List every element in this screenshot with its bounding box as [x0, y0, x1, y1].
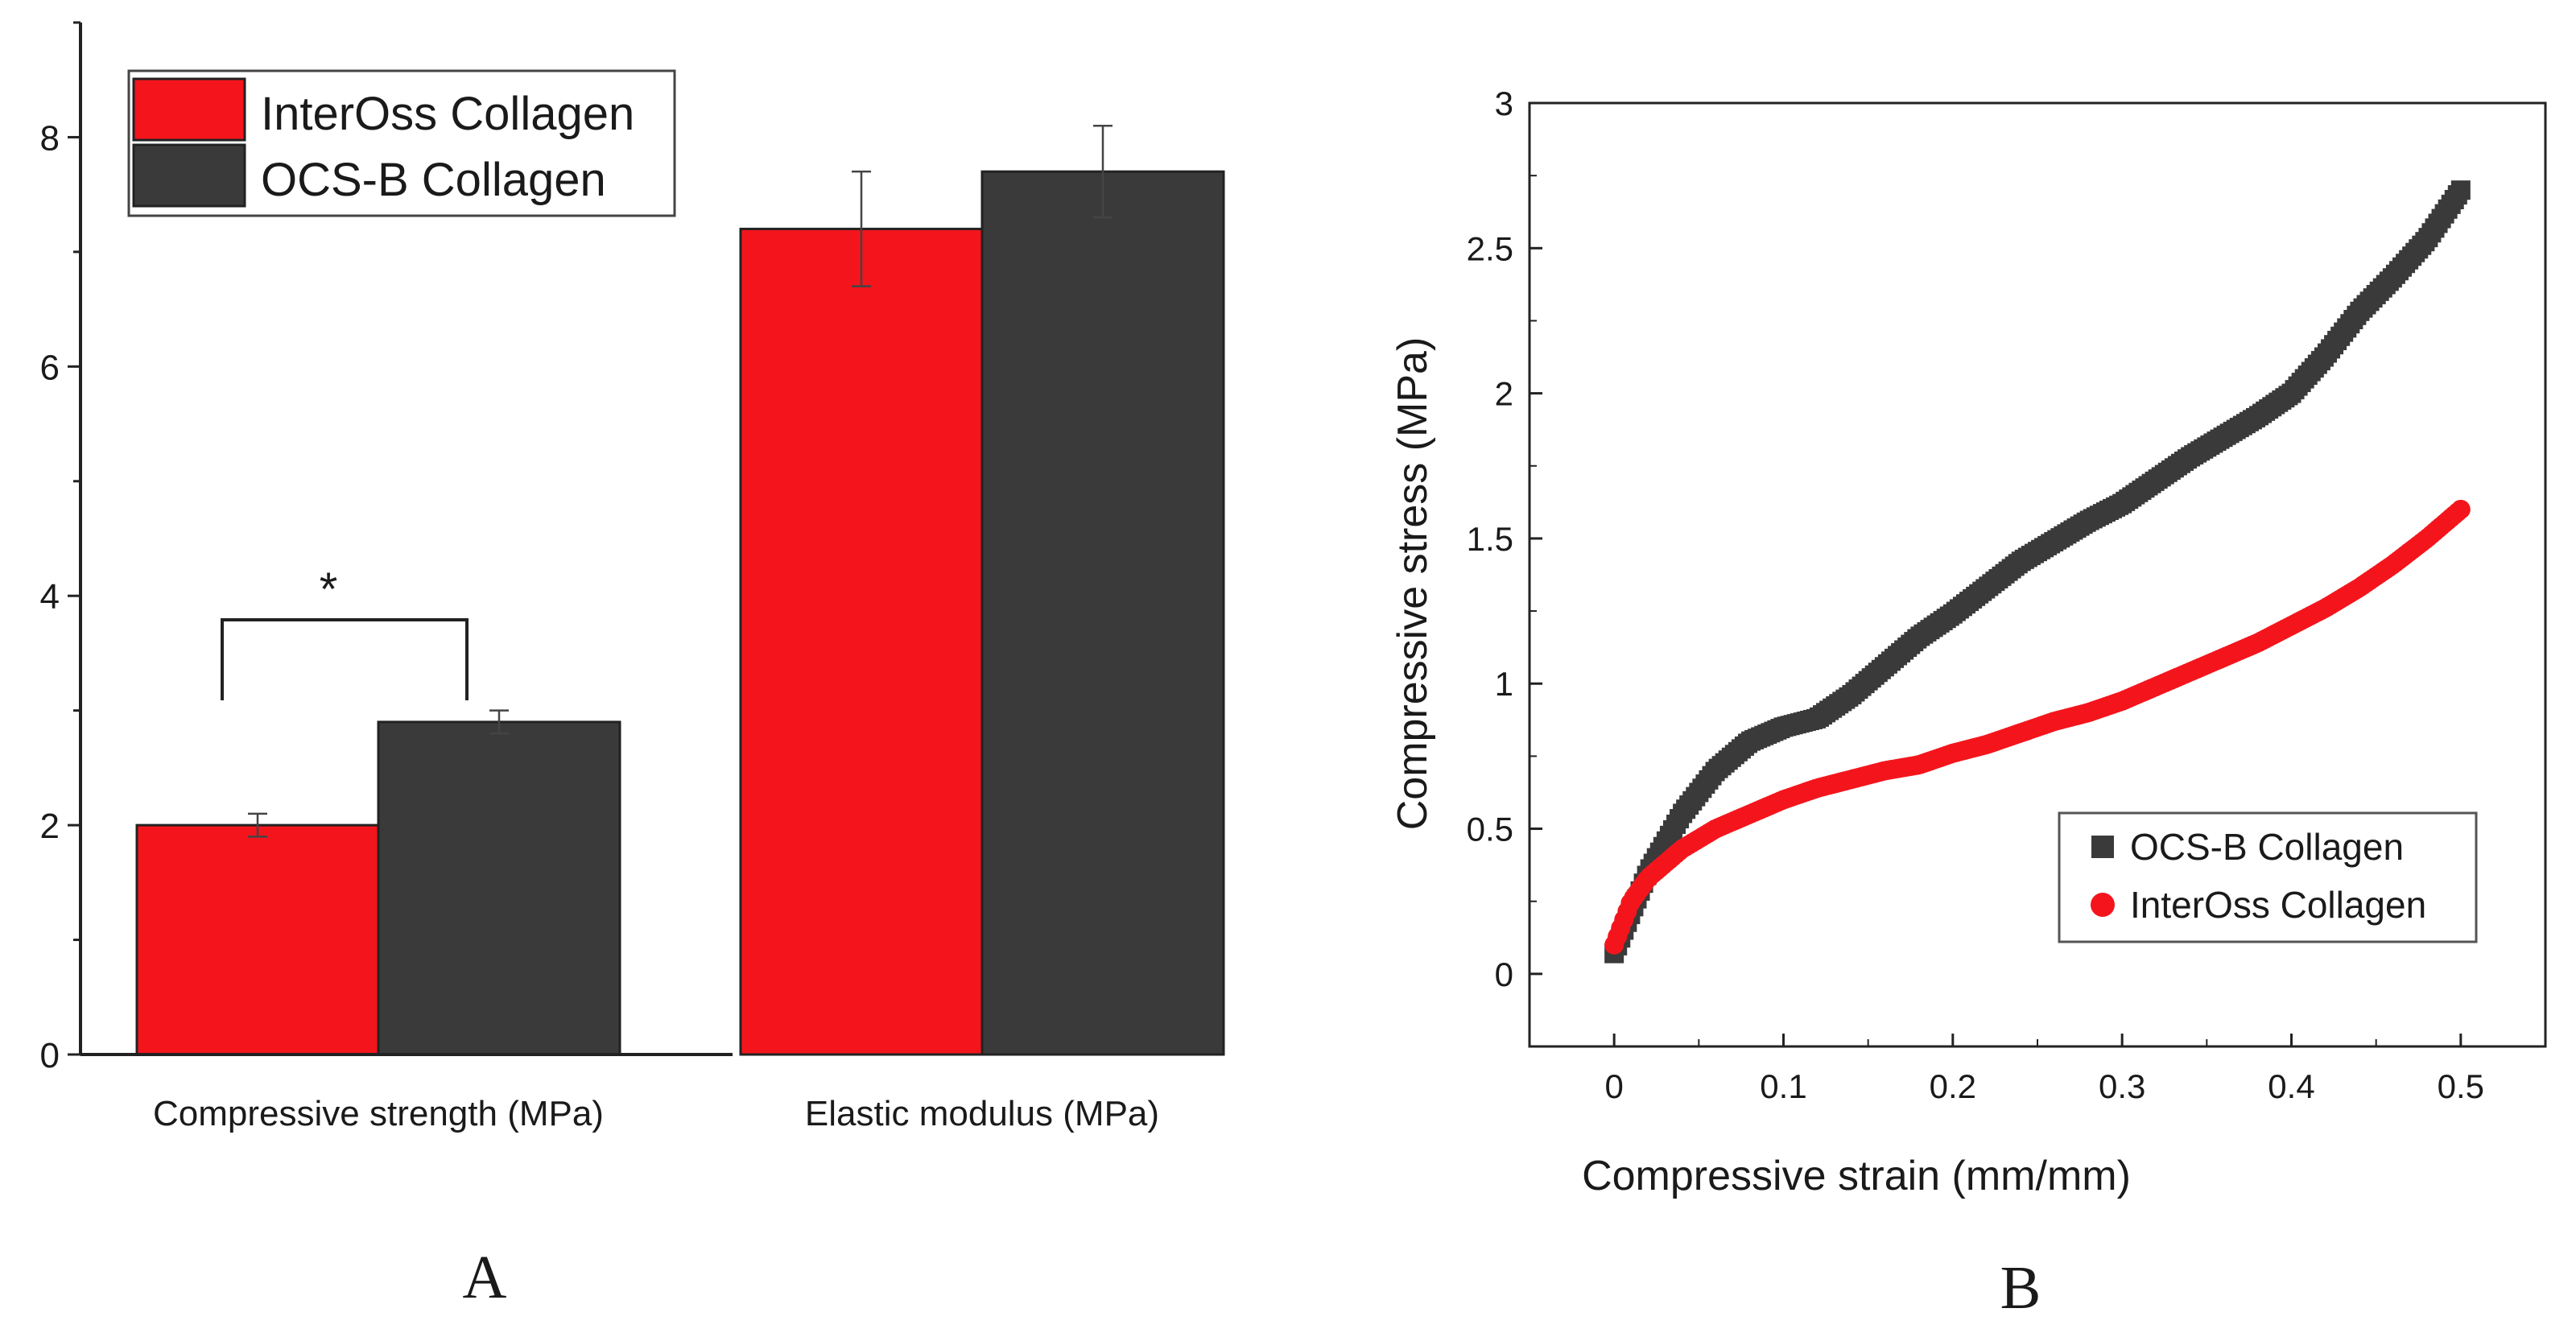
bar-ocsb-0: [377, 720, 621, 1056]
legend-label-inteross: InterOss Collagen: [261, 88, 634, 140]
category-label-0: Compressive strength (MPa): [153, 1094, 604, 1133]
y-tick-label-b-3: 1.5: [1467, 520, 1513, 558]
ocsb-marker: [2450, 180, 2471, 200]
panel-b-ticks: 0 0.1 0.2 0.3 0.4 0.5 0 0.5 1 1.5 2 2.5 3: [1467, 85, 2546, 1105]
legend-swatch-inteross: [132, 77, 246, 142]
panel-a-bars: [135, 170, 1225, 1056]
legend-marker-ocsb: [2091, 836, 2114, 858]
category-label-1: Elastic modulus (MPa): [805, 1094, 1159, 1133]
y-axis-title: Compressive stress (MPa): [1389, 337, 1436, 831]
inteross-marker: [2450, 499, 2471, 519]
panel-a-category-labels: Compressive strength (MPa) Elastic modulu…: [153, 1094, 1159, 1133]
x-tick-label-2: 0.2: [1930, 1067, 1976, 1105]
y-tick-label-6: 6: [40, 348, 60, 387]
y-tick-label-4: 4: [40, 577, 60, 617]
panel-b-stress-strain-chart: 0 0.1 0.2 0.3 0.4 0.5 0 0.5 1 1.5 2 2.5 3 Compressiv…: [1389, 85, 2547, 1322]
y-tick-label-b-4: 2: [1495, 375, 1513, 413]
bar-inteross-0: [135, 823, 380, 1056]
legend-label-ocsb: OCS-B Collagen: [261, 154, 606, 206]
y-tick-label-b-2: 1: [1495, 665, 1513, 703]
y-tick-label-b-6: 3: [1495, 85, 1513, 122]
panel-a-bar-chart: 0 2 4 6 8 Compressive strength (MPa) Elastic …: [40, 21, 1225, 1311]
legend-label-inteross-b: InterOss Collagen: [2130, 884, 2426, 926]
significance-asterisk: *: [320, 563, 338, 616]
panel-a-legend: InterOss Collagen OCS-B Collagen: [127, 69, 676, 217]
x-axis-title: Compressive strain (mm/mm): [1582, 1153, 2131, 1199]
y-tick-label-8: 8: [40, 118, 60, 158]
x-tick-label-3: 0.3: [2099, 1067, 2145, 1105]
legend-box-b: [2058, 811, 2478, 943]
y-tick-label-0: 0: [40, 1036, 60, 1075]
panel-a-error-bars: [248, 124, 1113, 838]
panel-label-a: A: [463, 1244, 507, 1311]
panel-b-legend: OCS-B Collagen InterOss Collagen: [2058, 811, 2478, 943]
panel-a-y-ticks: 0 2 4 6 8: [40, 21, 80, 1075]
y-tick-label-b-0: 0: [1495, 955, 1513, 993]
significance-bracket: [221, 618, 469, 700]
legend-swatch-ocsb: [132, 143, 246, 208]
legend-marker-inteross: [2091, 893, 2115, 917]
x-tick-label-1: 0.1: [1760, 1067, 1806, 1105]
x-tick-label-4: 0.4: [2268, 1067, 2314, 1105]
bar-ocsb-1: [980, 170, 1225, 1056]
y-tick-label-b-1: 0.5: [1467, 811, 1513, 848]
panel-a-axes: [79, 23, 733, 1056]
panel-b-series: [1604, 180, 2471, 964]
y-tick-label-2: 2: [40, 807, 60, 846]
legend-label-ocsb-b: OCS-B Collagen: [2130, 826, 2404, 868]
y-tick-label-b-5: 2.5: [1467, 229, 1513, 267]
x-tick-label-0: 0: [1604, 1067, 1623, 1105]
series-inteross: [1604, 499, 2471, 955]
bar-inteross-1: [739, 227, 984, 1056]
x-tick-label-5: 0.5: [2438, 1067, 2484, 1105]
panel-label-b: B: [2000, 1254, 2041, 1322]
